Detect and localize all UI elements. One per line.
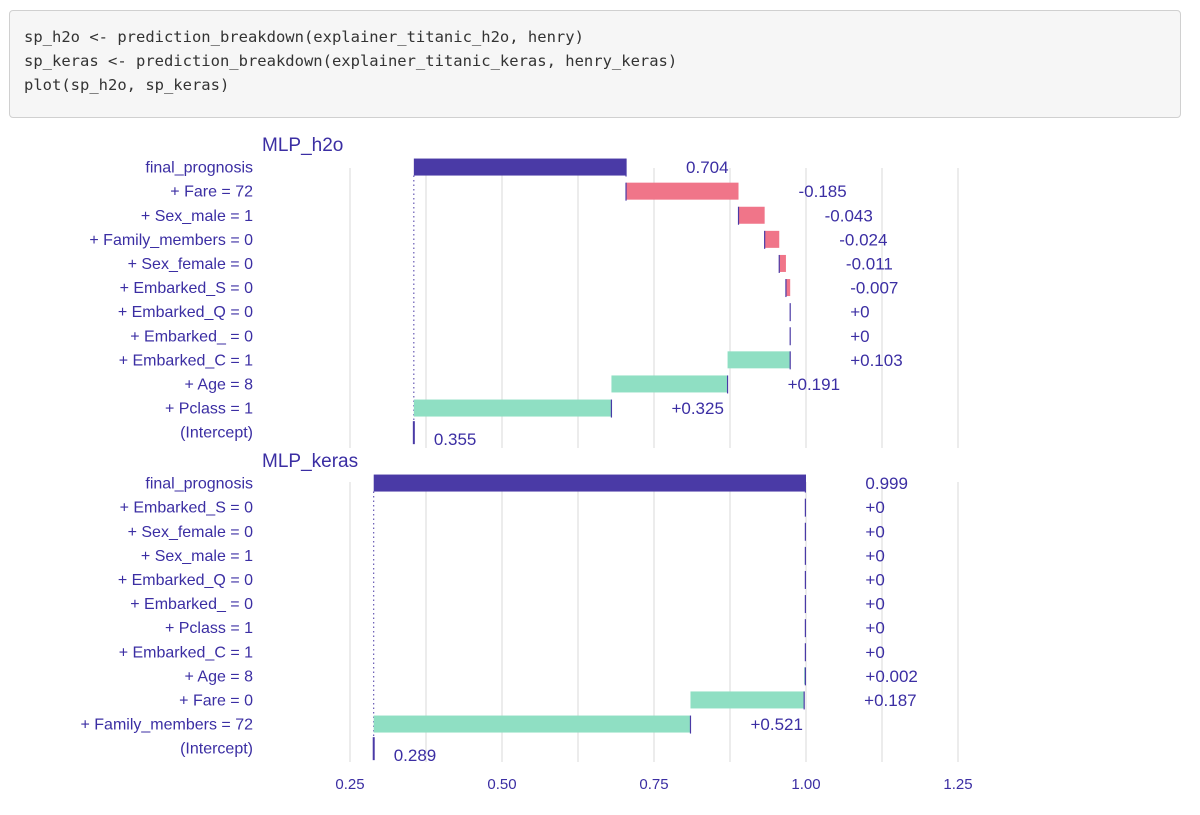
contribution-bar [611, 375, 728, 393]
value-label: +0 [865, 619, 884, 638]
value-label: +0 [865, 546, 884, 565]
y-axis-label: + Fare = 0 [179, 692, 253, 709]
value-label: -0.011 [846, 254, 893, 273]
value-label: 0.289 [394, 746, 437, 765]
final-prognosis-bar [373, 474, 806, 492]
value-label: +0.002 [865, 667, 917, 686]
y-axis-label: + Family_members = 0 [89, 232, 253, 249]
y-axis-label: final_prognosis [145, 476, 253, 493]
y-axis-label: + Age = 8 [184, 668, 253, 685]
value-label: +0.191 [788, 375, 840, 394]
y-axis-label: + Embarked_S = 0 [120, 500, 254, 517]
contribution-bar [738, 206, 765, 224]
value-label: +0.187 [864, 691, 916, 710]
value-label: -0.185 [799, 182, 847, 201]
value-label: -0.043 [825, 206, 873, 225]
code-line-2: sp_keras <- prediction_breakdown(explain… [24, 52, 678, 70]
contribution-bar [727, 351, 791, 369]
contribution-bar [779, 254, 786, 272]
breakdown-chart: MLP_h2o final_prognosis 0.704 + Fare = 72 -0… [80, 135, 972, 793]
value-label: +0 [865, 498, 884, 517]
contribution-bar [413, 399, 612, 417]
value-label: 0.704 [686, 158, 729, 177]
x-tick-label: 1.25 [943, 776, 972, 793]
y-axis-label: + Embarked_ = 0 [130, 328, 253, 345]
value-label: +0 [865, 570, 884, 589]
y-axis-label: (Intercept) [180, 741, 253, 758]
y-axis-label: + Embarked_C = 1 [119, 352, 253, 369]
value-label: -0.007 [850, 279, 898, 298]
y-axis-label: + Embarked_C = 1 [119, 644, 253, 661]
y-axis-label: + Embarked_Q = 0 [118, 572, 253, 589]
y-axis-label: + Embarked_S = 0 [120, 280, 254, 297]
y-axis-label: + Embarked_ = 0 [130, 596, 253, 613]
y-axis-label: + Fare = 72 [170, 184, 253, 201]
final-prognosis-bar [413, 158, 627, 176]
value-label: +0 [850, 327, 869, 346]
y-axis-label: + Sex_female = 0 [128, 256, 254, 273]
contribution-bar [373, 715, 691, 733]
contribution-bar [690, 691, 805, 709]
value-label: +0 [865, 595, 884, 614]
y-axis-label: final_prognosis [145, 160, 253, 177]
code-line-3: plot(sp_h2o, sp_keras) [24, 76, 230, 94]
value-label: 0.355 [434, 430, 477, 449]
contribution-bar [626, 182, 739, 200]
x-tick-label: 0.25 [335, 776, 364, 793]
y-axis-label: + Embarked_Q = 0 [118, 304, 253, 321]
x-tick-label: 0.75 [639, 776, 668, 793]
value-label: -0.024 [839, 230, 887, 249]
x-tick-label: 1.00 [791, 776, 820, 793]
value-label: 0.999 [865, 474, 908, 493]
panel-title: MLP_h2o [262, 135, 343, 156]
contribution-bar [804, 667, 806, 685]
panel-title: MLP_keras [262, 451, 358, 472]
value-label: +0 [865, 522, 884, 541]
value-label: +0 [865, 643, 884, 662]
value-label: +0 [850, 303, 869, 322]
contribution-bar [764, 230, 780, 248]
code-block: sp_h2o <- prediction_breakdown(explainer… [9, 10, 1181, 118]
y-axis-label: + Sex_male = 1 [141, 208, 253, 225]
value-label: +0.325 [671, 399, 723, 418]
y-axis-label: + Pclass = 1 [165, 401, 253, 418]
x-tick-label: 0.50 [487, 776, 516, 793]
y-axis-label: + Sex_male = 1 [141, 548, 253, 565]
y-axis-label: (Intercept) [180, 425, 253, 442]
value-label: +0.521 [750, 715, 802, 734]
code-line-1: sp_h2o <- prediction_breakdown(explainer… [24, 28, 584, 46]
contribution-bar [785, 279, 791, 297]
y-axis-label: + Age = 8 [184, 376, 253, 393]
y-axis-label: + Pclass = 1 [165, 620, 253, 637]
value-label: +0.103 [850, 351, 902, 370]
y-axis-label: + Sex_female = 0 [128, 524, 254, 541]
y-axis-label: + Family_members = 72 [80, 717, 253, 734]
